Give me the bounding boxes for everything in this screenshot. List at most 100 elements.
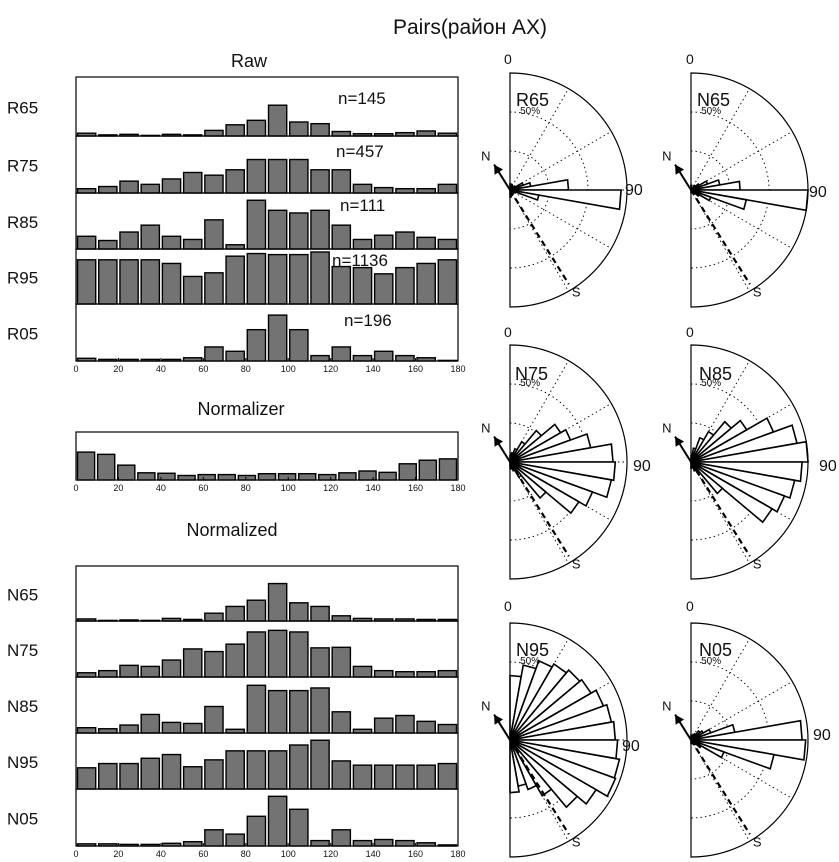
hist-bar (289, 631, 309, 678)
x-tick-label: 120 (323, 364, 338, 374)
panel-label: N75 (7, 641, 38, 660)
x-tick-label: 140 (366, 849, 381, 859)
hist-bar (310, 605, 330, 622)
hist-bar (267, 253, 288, 305)
hist-bar (237, 474, 257, 481)
north-label: N (662, 421, 671, 436)
south-direction-line (509, 189, 570, 285)
hist-bar (119, 843, 139, 847)
hist-bar (373, 350, 394, 362)
hist-bar (437, 183, 458, 194)
hist-bar (289, 744, 309, 790)
north-arrow-head (494, 436, 504, 447)
sample-count: n=457 (336, 142, 384, 161)
zero-degree-label: 0 (686, 598, 694, 614)
hist-bar (297, 473, 317, 481)
hist-bar (331, 346, 352, 362)
rose-grid-spoke (690, 739, 750, 842)
hist-bar (246, 599, 267, 622)
x-tick-label: 60 (198, 849, 208, 859)
hist-frame (75, 76, 459, 137)
hist-bar (119, 724, 139, 734)
hist-bar (352, 183, 373, 194)
hist-bar (225, 643, 245, 678)
rose-petal (509, 461, 548, 500)
hist-bar (373, 669, 394, 678)
hist-bar (352, 839, 373, 847)
x-tick-label: 120 (323, 849, 338, 859)
south-label: S (572, 284, 581, 299)
hist-bar (182, 275, 203, 305)
panel-label: R05 (7, 325, 38, 344)
hist-bar (204, 829, 224, 847)
hist-bar (289, 121, 309, 137)
x-tick-label: 100 (281, 364, 296, 374)
hist-bar (437, 259, 458, 305)
rose-grid-spoke (690, 131, 793, 191)
south-direction-line (690, 189, 751, 285)
hist-bar (246, 750, 267, 790)
north-arrow-head (494, 714, 504, 725)
x-tick-label: 80 (241, 849, 251, 859)
x-tick-label: 80 (241, 364, 251, 374)
hist-bar (437, 359, 458, 362)
rose-panels: NS09050%R65NS09050%N65NS09050%N75NS09050… (481, 51, 837, 858)
hist-bar (161, 178, 182, 194)
hist-bar (246, 631, 267, 678)
rose-petal (690, 461, 724, 495)
hist-bar (161, 358, 182, 362)
hist-bar (225, 244, 245, 250)
hist-bar (161, 262, 182, 305)
rose-petal (690, 461, 774, 524)
south-direction-line (690, 739, 751, 835)
hist-bar (416, 262, 436, 305)
hist-bar (157, 472, 176, 481)
x-tick-label: 120 (323, 483, 338, 493)
north-arrow-head (675, 714, 685, 725)
hist-bar (204, 219, 224, 250)
hist-bar (310, 251, 330, 305)
north-label: N (481, 149, 490, 164)
hist-bar (182, 648, 203, 678)
panel-label: N85 (7, 697, 38, 716)
hist-bar (140, 757, 161, 790)
hist-bar (395, 839, 415, 847)
hist-bar (310, 739, 330, 790)
sample-count: n=111 (340, 196, 385, 215)
hist-bar (289, 158, 309, 194)
hist-bar (225, 605, 245, 622)
normalizer-section-title: Normalizer (197, 399, 284, 419)
rose-grid-spoke (509, 189, 569, 292)
hist-bar (338, 472, 357, 481)
south-direction-line (690, 461, 751, 557)
hist-bar (117, 464, 136, 481)
hist-bar (318, 473, 337, 481)
hist-bar (98, 358, 118, 362)
hist-bar (267, 104, 288, 137)
hist-bar (161, 659, 182, 678)
hist-bar (416, 671, 436, 678)
hist-bar (140, 358, 161, 362)
hist-bar (98, 259, 118, 305)
x-tick-label: 100 (281, 849, 296, 859)
hist-panel-r75: R75 n=457 (7, 135, 459, 194)
hist-bar (204, 759, 224, 790)
hist-bar (246, 328, 267, 362)
hist-bar (395, 671, 415, 678)
hist-bar (310, 354, 330, 362)
hist-bar (331, 130, 352, 137)
hist-bar (373, 234, 394, 250)
hist-bar (246, 199, 267, 250)
x-tick-label: 60 (198, 364, 208, 374)
hist-bar (395, 266, 415, 305)
hist-bar (289, 808, 309, 847)
panel-label: R75 (7, 157, 38, 176)
north-label: N (481, 699, 490, 714)
ninety-degree-label: 90 (625, 182, 643, 199)
x-tick-label: 40 (156, 849, 166, 859)
hist-bar (76, 357, 97, 362)
north-label: N (662, 699, 671, 714)
hist-bar (76, 672, 97, 678)
hist-bar (395, 354, 415, 362)
hist-bar (416, 720, 436, 734)
